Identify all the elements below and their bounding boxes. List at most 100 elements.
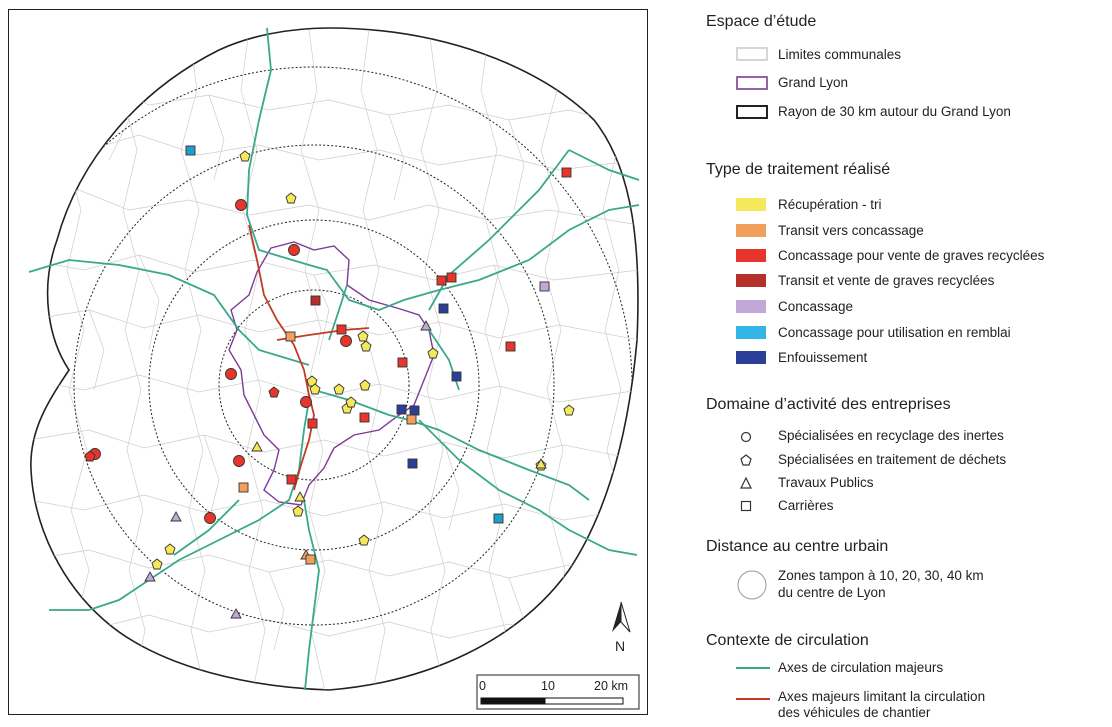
facility-marker-square[interactable] bbox=[336, 324, 347, 335]
facility-marker-square[interactable] bbox=[438, 303, 449, 314]
legend-title-treatment: Type de traitement réalisé bbox=[706, 161, 891, 178]
facility-marker-triangle[interactable] bbox=[170, 511, 182, 522]
legend-item-buffer-line2: du centre de Lyon bbox=[778, 585, 886, 600]
facility-marker-triangle[interactable] bbox=[251, 441, 263, 452]
commune-limits-icon bbox=[736, 47, 768, 61]
square-icon bbox=[740, 500, 752, 512]
facility-marker-pentagon[interactable] bbox=[345, 396, 357, 408]
map-legend: Espace d’étude Limites communales Grand … bbox=[706, 8, 1106, 723]
facility-marker-pentagon[interactable] bbox=[427, 347, 439, 359]
facility-marker-pentagon[interactable] bbox=[239, 150, 251, 162]
facility-marker-triangle[interactable] bbox=[294, 491, 306, 502]
radius-30km-icon bbox=[736, 105, 768, 119]
facility-marker-pentagon[interactable] bbox=[268, 386, 280, 398]
swatch-concassage bbox=[736, 300, 766, 313]
pentagon-icon bbox=[740, 454, 752, 466]
legend-title-distance: Distance au centre urbain bbox=[706, 538, 889, 555]
facility-marker-square[interactable] bbox=[285, 331, 296, 342]
legend-item-buffer-line1: Zones tampon à 10, 20, 30, 40 km bbox=[778, 568, 984, 583]
facility-marker-square[interactable] bbox=[286, 474, 297, 485]
facility-marker-square[interactable] bbox=[539, 281, 550, 292]
facility-marker-circle[interactable] bbox=[235, 199, 247, 211]
facility-marker-circle[interactable] bbox=[225, 368, 237, 380]
swatch-recuperation-tri bbox=[736, 198, 766, 211]
swatch-concassage-vente bbox=[736, 249, 766, 262]
facility-marker-pentagon[interactable] bbox=[309, 383, 321, 395]
facility-markers bbox=[84, 145, 575, 619]
north-label: N bbox=[615, 638, 626, 654]
legend-item-commune-limits: Limites communales bbox=[778, 47, 902, 62]
facility-marker-square[interactable] bbox=[185, 145, 196, 156]
facility-marker-square[interactable] bbox=[307, 418, 318, 429]
facility-marker-square[interactable] bbox=[451, 371, 462, 382]
legend-title-study-area: Espace d’étude bbox=[706, 13, 817, 30]
facility-marker-pentagon[interactable] bbox=[285, 192, 297, 204]
swatch-transit-vente bbox=[736, 274, 766, 287]
map-panel: N 0 10 20 km bbox=[8, 9, 648, 715]
legend-item-enfouissement: Enfouissement bbox=[778, 350, 868, 365]
buffer-ring-20km bbox=[148, 219, 480, 551]
facility-marker-square[interactable] bbox=[436, 275, 447, 286]
swatch-concassage-remblai bbox=[736, 326, 766, 339]
facility-marker-square[interactable] bbox=[407, 458, 418, 469]
facility-marker-triangle[interactable] bbox=[535, 458, 547, 469]
scale-label-0: 0 bbox=[479, 679, 486, 693]
facility-marker-square[interactable] bbox=[505, 341, 516, 352]
triangle-icon bbox=[740, 476, 752, 489]
facility-marker-square[interactable] bbox=[409, 405, 420, 416]
facility-marker-square[interactable] bbox=[493, 513, 504, 524]
legend-item-major-roads: Axes de circulation majeurs bbox=[778, 660, 944, 675]
facility-marker-triangle[interactable] bbox=[144, 571, 156, 582]
legend-item-restricted-line1: Axes majeurs limitant la circulation bbox=[778, 689, 986, 704]
legend-item-radius-30km: Rayon de 30 km autour du Grand Lyon bbox=[778, 104, 1011, 119]
legend-item-quarries: Carrières bbox=[778, 498, 834, 513]
buffer-zone-icon bbox=[737, 570, 767, 600]
facility-marker-pentagon[interactable] bbox=[151, 558, 163, 570]
swatch-enfouissement bbox=[736, 351, 766, 364]
legend-item-public-works: Travaux Publics bbox=[778, 475, 874, 490]
grand-lyon-boundary bbox=[228, 241, 435, 506]
facility-marker-square[interactable] bbox=[305, 554, 316, 565]
legend-item-concassage-vente: Concassage pour vente de graves recyclée… bbox=[778, 248, 1045, 263]
facility-marker-square[interactable] bbox=[359, 412, 370, 423]
facility-marker-pentagon[interactable] bbox=[359, 379, 371, 391]
facility-marker-square[interactable] bbox=[397, 357, 408, 368]
facility-marker-circle[interactable] bbox=[233, 455, 245, 467]
facility-marker-triangle[interactable] bbox=[230, 608, 242, 619]
grand-lyon-icon bbox=[736, 76, 768, 90]
facility-marker-square[interactable] bbox=[446, 272, 457, 283]
legend-item-transit-vente: Transit et vente de graves recyclées bbox=[778, 273, 995, 288]
facility-marker-circle[interactable] bbox=[288, 244, 300, 256]
facility-marker-pentagon[interactable] bbox=[360, 340, 372, 352]
study-area-boundary bbox=[30, 27, 639, 691]
map-canvas bbox=[28, 27, 640, 710]
scale-bar-white bbox=[544, 697, 624, 705]
facility-marker-circle[interactable] bbox=[340, 335, 352, 347]
scale-label-20km: 20 km bbox=[594, 679, 629, 693]
legend-item-concassage: Concassage bbox=[778, 299, 854, 314]
facility-marker-pentagon[interactable] bbox=[84, 450, 96, 462]
legend-item-transit-concassage: Transit vers concassage bbox=[778, 223, 924, 238]
swatch-transit-concassage bbox=[736, 224, 766, 237]
facility-marker-triangle[interactable] bbox=[420, 320, 432, 331]
buffer-ring-30km bbox=[73, 144, 555, 626]
facility-marker-square[interactable] bbox=[310, 295, 321, 306]
facility-marker-pentagon[interactable] bbox=[357, 330, 369, 342]
facility-marker-circle[interactable] bbox=[204, 512, 216, 524]
facility-marker-square[interactable] bbox=[406, 414, 417, 425]
facility-marker-pentagon[interactable] bbox=[292, 505, 304, 517]
facility-marker-pentagon[interactable] bbox=[164, 543, 176, 555]
north-arrow-icon bbox=[612, 601, 631, 633]
facility-marker-square[interactable] bbox=[238, 482, 249, 493]
legend-item-grand-lyon: Grand Lyon bbox=[778, 75, 849, 90]
legend-item-restricted-line2: des véhicules de chantier bbox=[778, 705, 931, 720]
facility-marker-circle[interactable] bbox=[300, 396, 312, 408]
facility-marker-square[interactable] bbox=[561, 167, 572, 178]
facility-marker-pentagon[interactable] bbox=[563, 404, 575, 416]
facility-marker-square[interactable] bbox=[396, 404, 407, 415]
major-road-line-icon bbox=[736, 667, 770, 669]
facility-marker-pentagon[interactable] bbox=[358, 534, 370, 546]
legend-title-activity: Domaine d’activité des entreprises bbox=[706, 396, 951, 413]
facility-marker-pentagon[interactable] bbox=[333, 383, 345, 395]
restricted-road-line-icon bbox=[736, 698, 770, 700]
